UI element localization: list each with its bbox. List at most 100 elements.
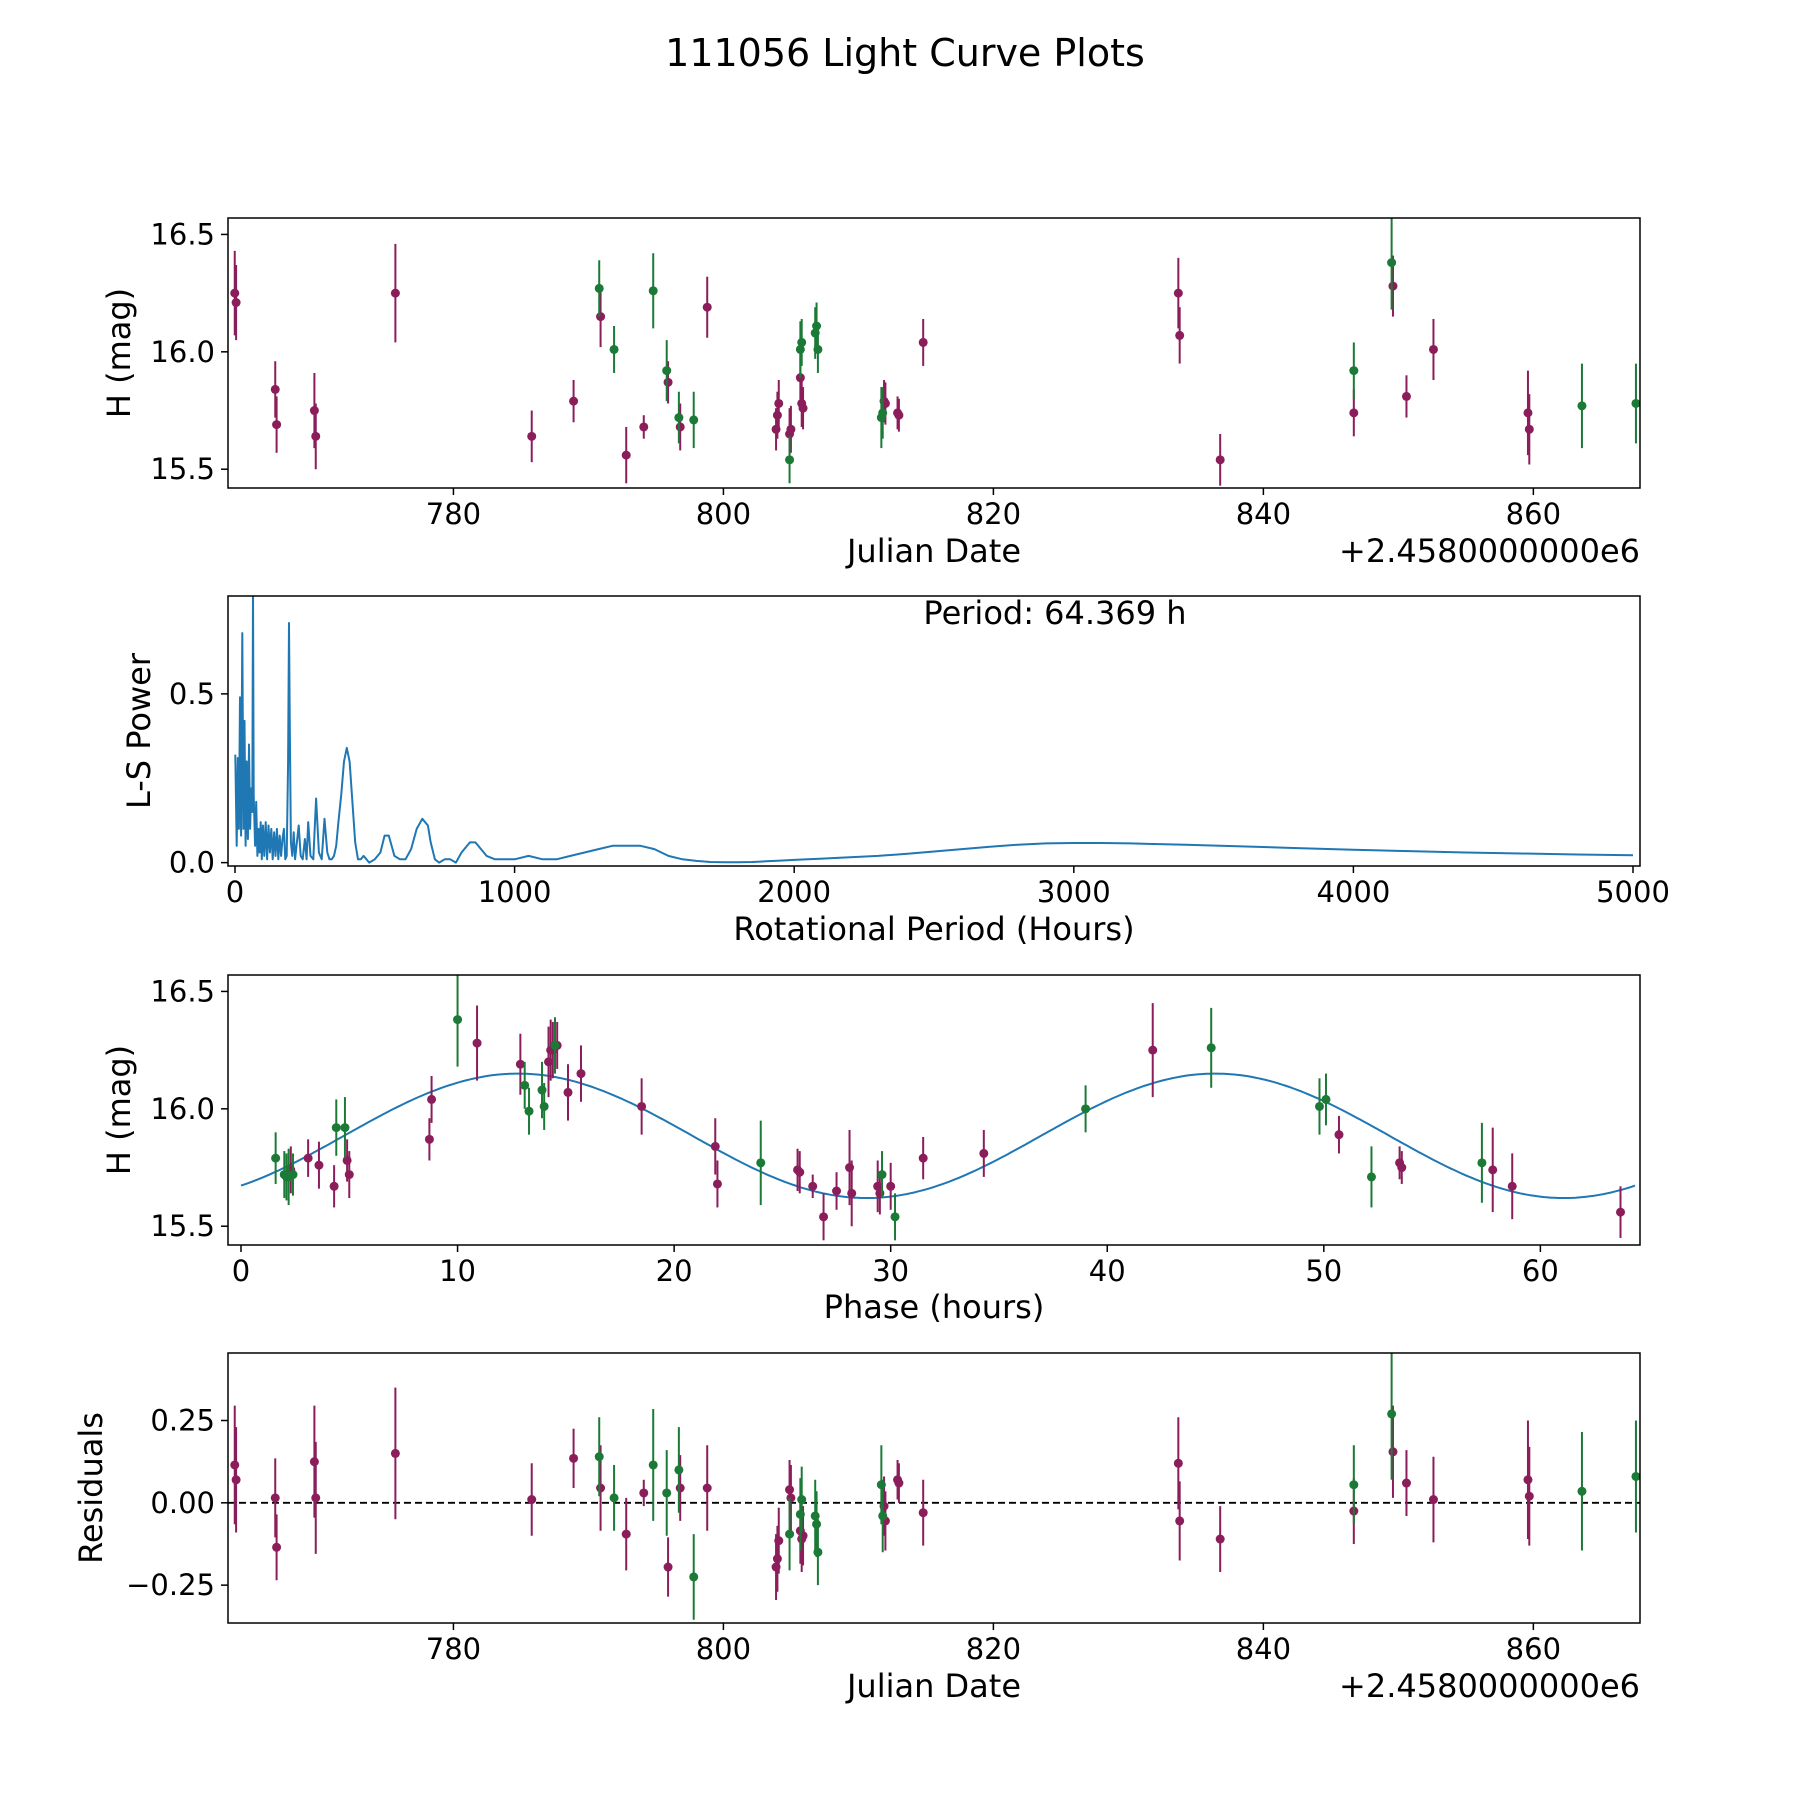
data-point	[311, 431, 321, 441]
period-annotation: Period: 64.369 h	[923, 594, 1186, 632]
data-point	[785, 455, 795, 465]
data-point	[812, 321, 822, 331]
data-point	[569, 396, 579, 406]
data-point	[453, 1015, 463, 1025]
data-point	[329, 1181, 339, 1191]
periodogram-panel: 0 1000 2000 3000 4000 5000 0.0 0.5 Period: 64.3…	[120, 594, 1670, 948]
data-point	[772, 1554, 782, 1564]
data-point	[819, 1212, 829, 1222]
light-curve-ylabel: H (mag)	[100, 288, 138, 418]
data-point	[876, 1480, 886, 1490]
data-point	[1173, 1458, 1183, 1468]
data-point	[702, 302, 712, 312]
data-point	[1175, 1516, 1185, 1526]
data-point	[894, 1478, 904, 1488]
data-point	[808, 1181, 818, 1191]
data-point	[539, 1101, 549, 1111]
x-tick-label: 0	[226, 875, 244, 909]
data-point	[1349, 408, 1359, 418]
data-point	[648, 286, 658, 296]
x-tick-label: 5000	[1596, 875, 1670, 909]
data-point	[1523, 408, 1533, 418]
x-tick-label: 840	[1236, 1632, 1291, 1666]
data-point	[710, 1141, 720, 1151]
data-point	[639, 1488, 649, 1498]
x-tick-label: 20	[656, 1254, 693, 1288]
data-point	[230, 288, 240, 298]
data-point	[1321, 1094, 1331, 1104]
data-point	[309, 1457, 319, 1467]
data-point	[563, 1087, 573, 1097]
data-point	[832, 1186, 842, 1196]
data-point	[1334, 1130, 1344, 1140]
data-point	[270, 384, 280, 394]
data-point	[596, 1483, 606, 1493]
y-tick-label: 16.5	[150, 974, 215, 1008]
data-point	[1388, 1447, 1398, 1457]
data-point	[1616, 1207, 1626, 1217]
data-point	[689, 415, 699, 425]
x-tick-label: 30	[872, 1254, 909, 1288]
y-tick-label: 0.5	[169, 677, 215, 711]
y-tick-label: 16.0	[150, 335, 215, 369]
periodogram-ylabel: L-S Power	[120, 652, 158, 809]
data-point	[847, 1188, 857, 1198]
x-tick-label: 1000	[478, 875, 552, 909]
y-tick-label: −0.25	[126, 1568, 215, 1602]
data-point	[270, 1493, 280, 1503]
data-point	[390, 288, 400, 298]
data-point	[886, 1181, 896, 1191]
data-point	[774, 398, 784, 408]
data-point	[877, 1170, 887, 1180]
data-point	[609, 344, 619, 354]
data-point	[303, 1153, 313, 1163]
residuals-xlabel: Julian Date	[845, 1667, 1021, 1705]
data-point	[621, 450, 631, 460]
data-point	[756, 1158, 766, 1168]
data-point	[576, 1069, 586, 1079]
data-point	[1397, 1163, 1407, 1173]
residuals-panel: 780 800 820 840 860 −0.25 0.00 0.25 Julian Date…	[72, 1352, 1641, 1705]
light-curve-axes-frame	[227, 217, 1641, 489]
data-point	[894, 410, 904, 420]
data-point	[675, 1483, 685, 1493]
data-point	[795, 1167, 805, 1177]
x-tick-label: 2000	[757, 875, 831, 909]
data-point	[427, 1094, 437, 1104]
data-point	[515, 1059, 525, 1069]
data-point	[1081, 1104, 1091, 1114]
phase-fold-ylabel: H (mag)	[100, 1045, 138, 1175]
data-point	[424, 1134, 434, 1144]
data-point	[472, 1038, 482, 1048]
data-point	[1401, 1478, 1411, 1488]
data-point	[609, 1493, 619, 1503]
data-point	[1387, 258, 1397, 268]
data-point	[1428, 1495, 1438, 1505]
data-point	[810, 1511, 820, 1521]
data-point	[1206, 1043, 1216, 1053]
data-point	[648, 1460, 658, 1470]
data-point	[1477, 1158, 1487, 1168]
data-point	[774, 1536, 784, 1546]
data-point	[288, 1170, 298, 1180]
y-tick-label: 16.0	[150, 1092, 215, 1126]
data-point	[272, 420, 282, 430]
light-curve-offset-text: +2.4580000000e6	[1339, 532, 1640, 570]
data-point	[594, 1452, 604, 1462]
x-tick-label: 60	[1522, 1254, 1559, 1288]
data-point	[1524, 1491, 1534, 1501]
data-point	[520, 1080, 530, 1090]
data-point	[918, 337, 928, 347]
data-point	[1349, 366, 1359, 376]
data-point	[311, 1493, 321, 1503]
data-point	[813, 1547, 823, 1557]
data-point	[1488, 1165, 1498, 1175]
data-point	[1314, 1101, 1324, 1111]
data-point	[1215, 455, 1225, 465]
data-point	[621, 1529, 631, 1539]
x-tick-label: 3000	[1037, 875, 1111, 909]
x-tick-label: 860	[1506, 1632, 1561, 1666]
data-point	[797, 1495, 807, 1505]
